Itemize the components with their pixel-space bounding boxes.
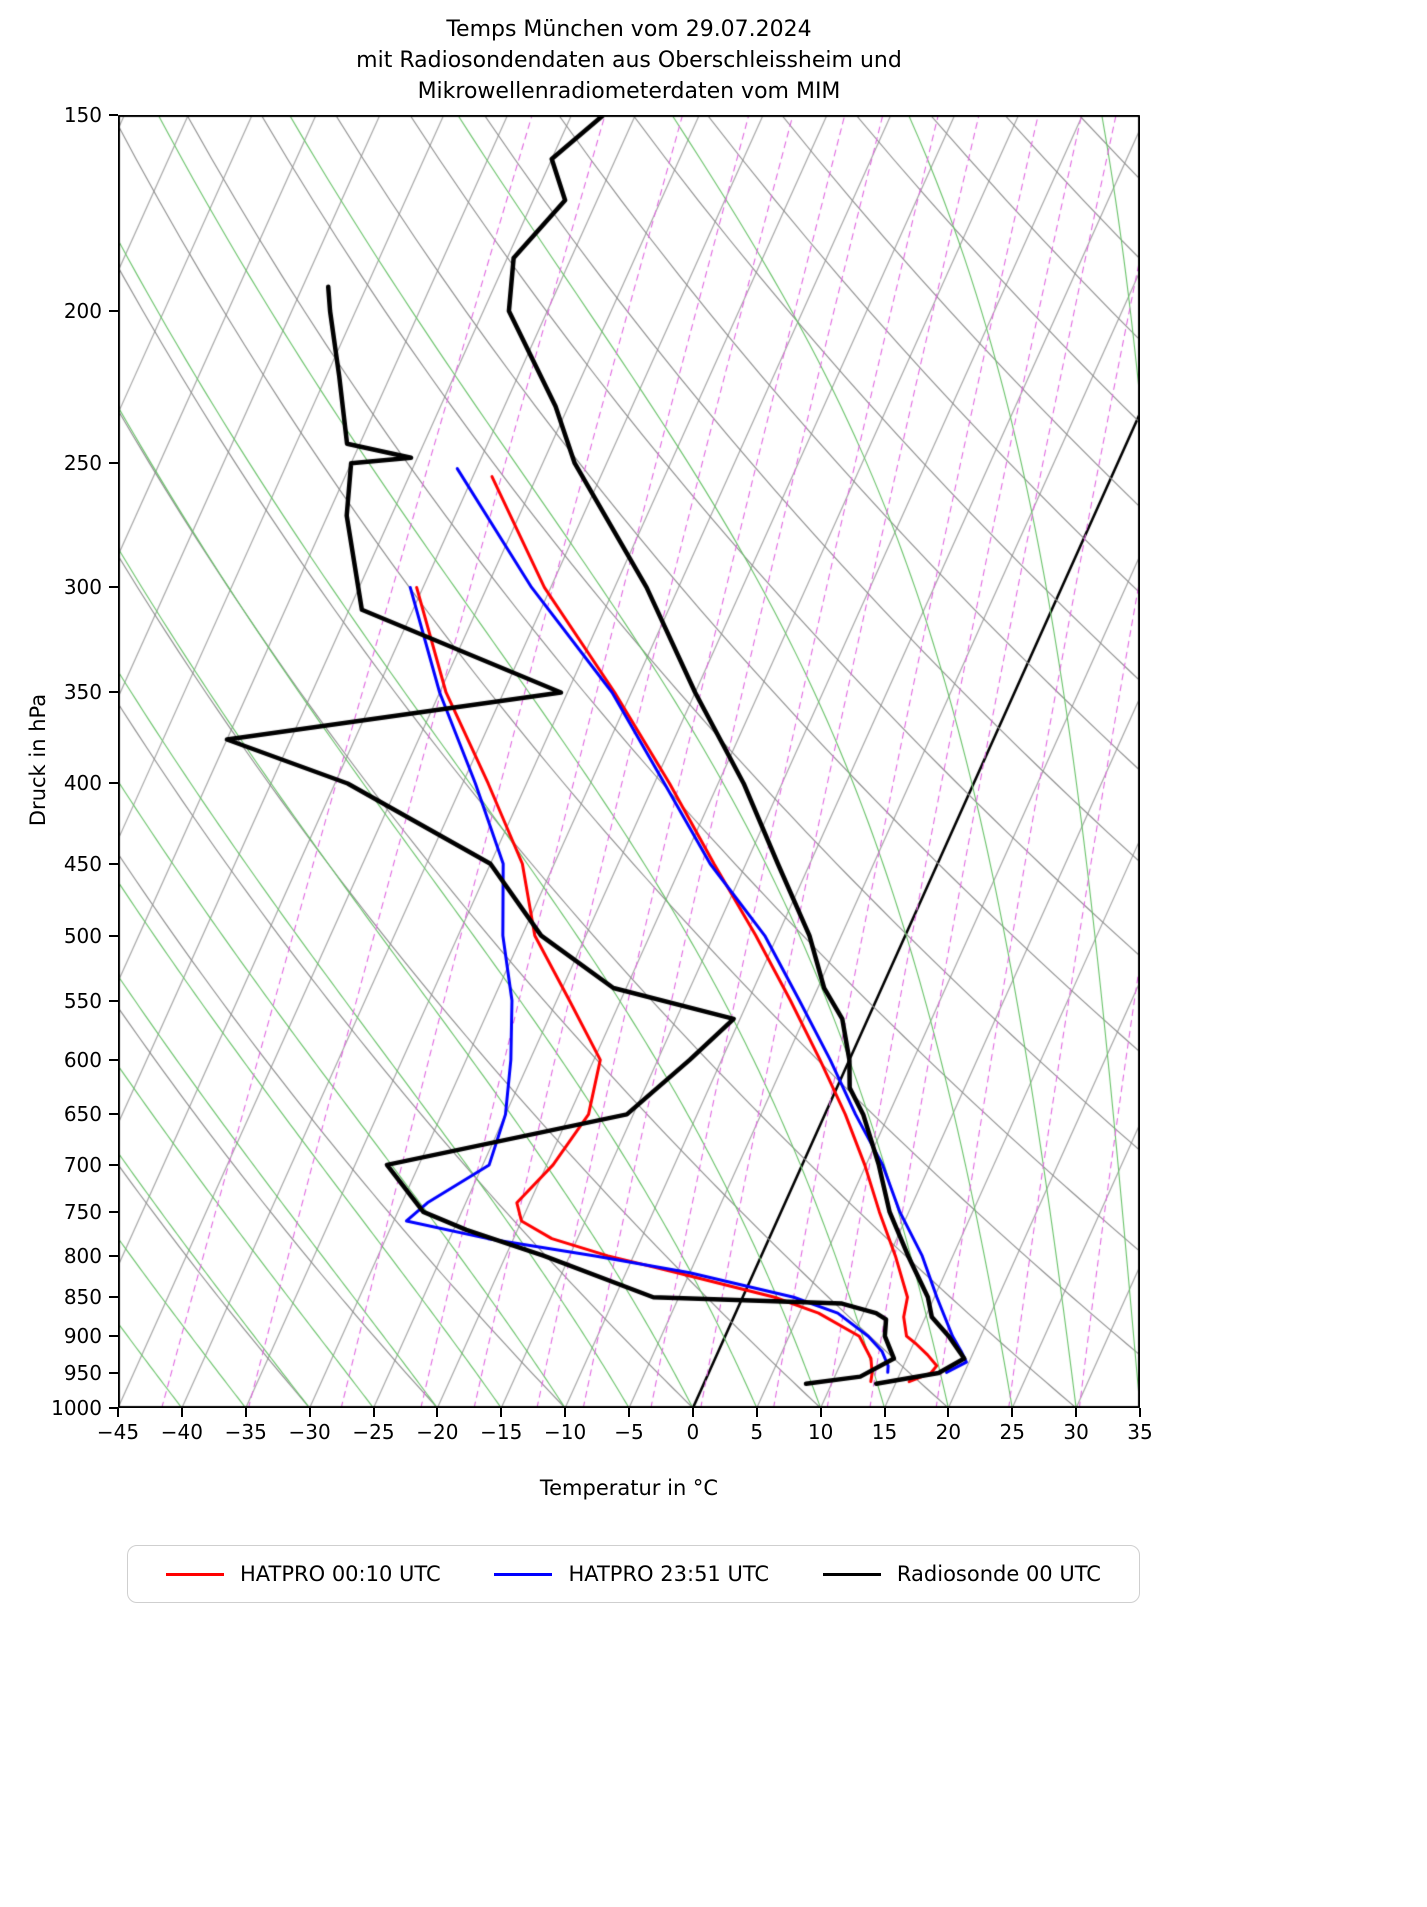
x-tick-mark-15 <box>883 1408 886 1417</box>
x-tick-mark-5 <box>755 1408 758 1417</box>
x-tick-label--20: −20 <box>416 1420 459 1444</box>
x-axis-label: Temperatur in °C <box>539 1476 719 1500</box>
x-tick-mark--45 <box>117 1408 119 1417</box>
legend-label-radiosonde: Radiosonde 00 UTC <box>896 1562 1101 1586</box>
y-tick-mark-1000 <box>109 1407 118 1409</box>
y-tick-mark-950 <box>109 1372 118 1375</box>
x-tick-mark--40 <box>180 1408 183 1417</box>
x-tick-label-20: 20 <box>935 1420 962 1444</box>
y-tick-label-700: 700 <box>63 1152 102 1177</box>
legend-label-hatpro-0010: HATPRO 00:10 UTC <box>240 1562 441 1586</box>
x-tick-label--25: −25 <box>352 1420 395 1444</box>
y-tick-mark-350 <box>109 691 118 694</box>
y-tick-label-500: 500 <box>63 923 102 948</box>
x-tick-label-0: 0 <box>686 1420 700 1444</box>
y-tick-mark-500 <box>109 934 118 937</box>
y-tick-mark-200 <box>109 310 118 313</box>
x-tick-label--30: −30 <box>288 1420 331 1444</box>
legend-line-black-icon <box>822 1572 881 1576</box>
legend: HATPRO 00:10 UTC HATPRO 23:51 UTC Radios… <box>127 1545 1140 1603</box>
x-tick-mark--20 <box>436 1408 439 1417</box>
x-tick-label-5: 5 <box>750 1420 764 1444</box>
x-tick-mark-20 <box>947 1408 950 1417</box>
y-tick-mark-550 <box>109 999 118 1002</box>
x-tick-label-15: 15 <box>871 1420 898 1444</box>
y-tick-mark-900 <box>109 1335 118 1338</box>
y-tick-label-450: 450 <box>63 851 102 876</box>
legend-line-red-icon <box>166 1572 224 1576</box>
x-tick-label-25: 25 <box>999 1420 1025 1444</box>
x-tick-mark--5 <box>628 1408 630 1417</box>
y-tick-label-850: 850 <box>63 1285 102 1310</box>
x-tick-label--40: −40 <box>160 1420 203 1444</box>
x-tick-label--45: −45 <box>96 1420 140 1444</box>
y-tick-label-150: 150 <box>63 103 102 127</box>
y-tick-label-1000: 1000 <box>51 1396 102 1420</box>
chart-title-line3: Mikrowellenradiometerdaten vom MIM <box>417 79 841 104</box>
y-tick-label-650: 650 <box>63 1102 102 1127</box>
legend-label-hatpro-2351: HATPRO 23:51 UTC <box>568 1562 770 1586</box>
y-tick-label-750: 750 <box>63 1199 102 1224</box>
x-tick-label--35: −35 <box>224 1420 267 1444</box>
skewt-plot-canvas <box>118 115 1140 1408</box>
y-tick-label-600: 600 <box>63 1047 102 1072</box>
x-tick-mark-35 <box>1139 1408 1141 1417</box>
x-tick-mark-0 <box>691 1408 694 1417</box>
x-tick-mark-30 <box>1075 1408 1078 1417</box>
x-tick-label-10: 10 <box>807 1420 834 1444</box>
legend-item-radiosonde: Radiosonde 00 UTC <box>822 1562 1101 1586</box>
y-tick-label-800: 800 <box>63 1243 102 1268</box>
y-tick-label-350: 350 <box>63 680 102 705</box>
x-tick-mark--15 <box>500 1408 503 1417</box>
x-tick-mark--30 <box>308 1408 311 1417</box>
y-tick-label-300: 300 <box>63 575 102 600</box>
x-tick-label--5: −5 <box>614 1420 644 1444</box>
chart-title-line2: mit Radiosondendaten aus Oberschleisshei… <box>356 48 902 73</box>
x-tick-mark-10 <box>819 1408 822 1417</box>
y-tick-label-550: 550 <box>63 988 102 1013</box>
y-tick-label-250: 250 <box>63 451 102 476</box>
y-tick-mark-650 <box>109 1113 118 1116</box>
y-tick-mark-700 <box>109 1163 118 1166</box>
y-tick-mark-400 <box>109 782 118 785</box>
y-tick-mark-450 <box>109 862 118 865</box>
legend-item-hatpro-2351: HATPRO 23:51 UTC <box>494 1562 769 1586</box>
y-tick-mark-850 <box>109 1296 118 1299</box>
legend-item-hatpro-0010: HATPRO 00:10 UTC <box>166 1562 441 1586</box>
x-tick-mark--35 <box>244 1408 247 1417</box>
y-tick-label-400: 400 <box>63 771 102 796</box>
y-tick-mark-150 <box>109 114 118 116</box>
y-tick-mark-750 <box>109 1210 118 1213</box>
x-tick-label--10: −10 <box>544 1420 587 1444</box>
y-tick-mark-300 <box>109 586 118 589</box>
x-tick-mark--25 <box>372 1408 375 1417</box>
y-tick-label-950: 950 <box>63 1361 102 1386</box>
y-tick-label-200: 200 <box>63 299 102 324</box>
x-tick-label-35: 35 <box>1127 1420 1153 1444</box>
chart-title: Temps München vom 29.07.2024 mit Radioso… <box>118 14 1140 107</box>
x-tick-mark--10 <box>564 1408 567 1417</box>
x-tick-label-30: 30 <box>1063 1420 1089 1444</box>
x-tick-label--15: −15 <box>480 1420 523 1444</box>
y-tick-mark-600 <box>109 1058 118 1061</box>
y-tick-mark-800 <box>109 1254 118 1257</box>
y-tick-mark-250 <box>109 462 118 465</box>
chart-title-line1: Temps München vom 29.07.2024 <box>446 17 812 42</box>
x-tick-mark-25 <box>1011 1408 1014 1417</box>
y-tick-label-900: 900 <box>63 1324 102 1349</box>
legend-line-blue-icon <box>494 1572 553 1576</box>
